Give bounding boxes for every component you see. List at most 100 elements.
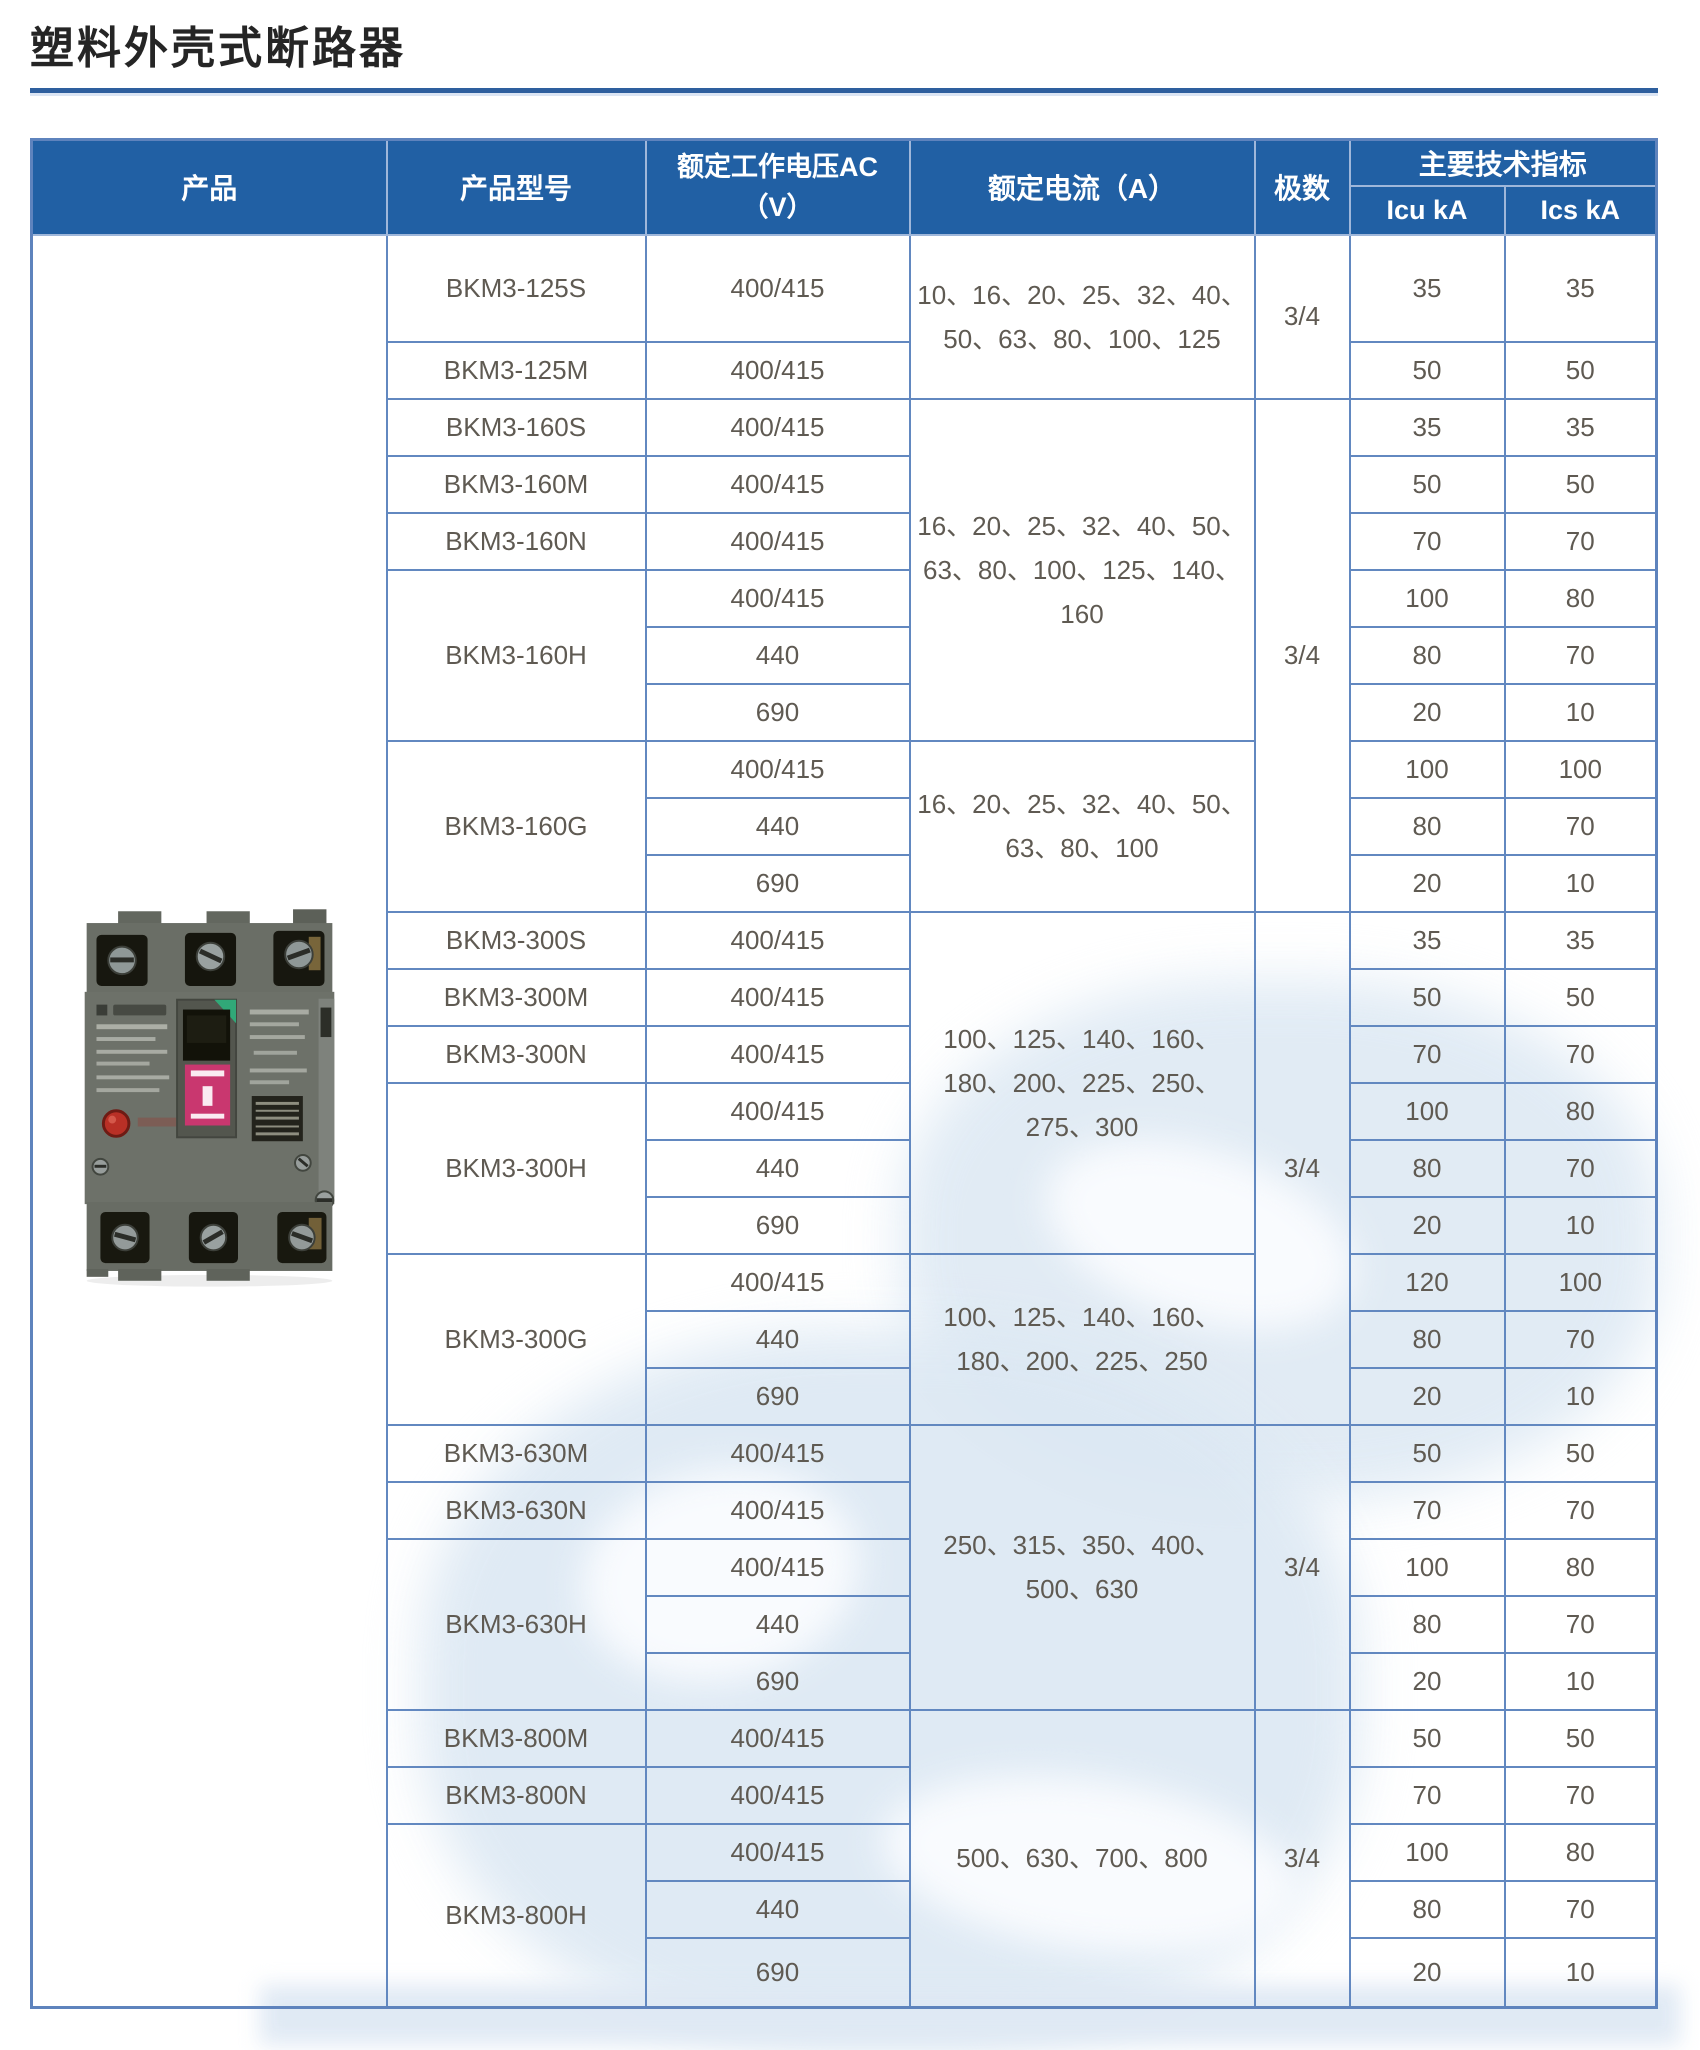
ics-cell: 50 xyxy=(1503,1708,1658,1768)
voltage-cell: 400/415 xyxy=(644,1480,911,1540)
current-cell: 16、20、25、32、40、50、63、80、100 xyxy=(908,739,1256,913)
icu-cell: 100 xyxy=(1348,1537,1506,1597)
voltage-cell: 400/415 xyxy=(644,1765,911,1825)
ics-cell: 10 xyxy=(1503,1936,1658,2009)
voltage-cell: 400/415 xyxy=(644,568,911,628)
icu-cell: 70 xyxy=(1348,1480,1506,1540)
header-current: 额定电流（A） xyxy=(908,138,1256,236)
voltage-cell: 400/415 xyxy=(644,1537,911,1597)
voltage-cell: 400/415 xyxy=(644,1081,911,1141)
current-cell: 16、20、25、32、40、50、63、80、100、125、140、160 xyxy=(908,397,1256,742)
icu-cell: 80 xyxy=(1348,1309,1506,1369)
ics-cell: 80 xyxy=(1503,1081,1658,1141)
icu-cell: 35 xyxy=(1348,233,1506,343)
icu-cell: 20 xyxy=(1348,1936,1506,2009)
ics-cell: 70 xyxy=(1503,1309,1658,1369)
voltage-cell: 440 xyxy=(644,1879,911,1939)
icu-cell: 50 xyxy=(1348,340,1506,400)
voltage-cell: 400/415 xyxy=(644,1423,911,1483)
icu-cell: 80 xyxy=(1348,625,1506,685)
model-cell: BKM3-800M xyxy=(385,1708,647,1768)
model-cell: BKM3-160N xyxy=(385,511,647,571)
voltage-cell: 440 xyxy=(644,625,911,685)
current-cell: 10、16、20、25、32、40、50、63、80、100、125 xyxy=(908,233,1256,400)
icu-cell: 50 xyxy=(1348,1708,1506,1768)
table-row: 690 20 10 xyxy=(32,682,1658,742)
icu-cell: 20 xyxy=(1348,1195,1506,1255)
voltage-cell: 400/415 xyxy=(644,1708,911,1768)
model-cell: BKM3-125M xyxy=(385,340,647,400)
voltage-cell: 440 xyxy=(644,1594,911,1654)
voltage-cell: 400/415 xyxy=(644,1822,911,1882)
table-row: 440 80 70 xyxy=(32,625,1658,685)
model-cell: BKM3-160M xyxy=(385,454,647,514)
ics-cell: 35 xyxy=(1503,233,1658,343)
ics-cell: 35 xyxy=(1503,397,1658,457)
voltage-cell: 690 xyxy=(644,682,911,742)
header-voltage-line2: （V） xyxy=(741,192,814,223)
icu-cell: 70 xyxy=(1348,511,1506,571)
current-cell: 250、315、350、400、500、630 xyxy=(908,1423,1256,1711)
icu-cell: 100 xyxy=(1348,1822,1506,1882)
table-row: 690 20 10 xyxy=(32,853,1658,913)
model-cell: BKM3-160S xyxy=(385,397,647,457)
model-cell: BKM3-800H xyxy=(385,1822,647,2009)
icu-cell: 100 xyxy=(1348,1081,1506,1141)
model-cell: BKM3-300N xyxy=(385,1024,647,1084)
model-cell: BKM3-630N xyxy=(385,1480,647,1540)
ics-cell: 70 xyxy=(1503,1879,1658,1939)
icu-cell: 100 xyxy=(1348,568,1506,628)
ics-cell: 50 xyxy=(1503,967,1658,1027)
ics-cell: 10 xyxy=(1503,682,1658,742)
ics-cell: 100 xyxy=(1503,1252,1658,1312)
voltage-cell: 440 xyxy=(644,1138,911,1198)
icu-cell: 80 xyxy=(1348,1594,1506,1654)
poles-cell: 3/4 xyxy=(1253,1708,1351,2009)
icu-cell: 80 xyxy=(1348,1879,1506,1939)
icu-cell: 120 xyxy=(1348,1252,1506,1312)
ics-cell: 70 xyxy=(1503,1024,1658,1084)
voltage-cell: 440 xyxy=(644,1309,911,1369)
spec-table: 产品 产品型号 额定工作电压AC （V） 额定电流（A） 极数 主要技术指标 I… xyxy=(30,138,1659,2009)
voltage-cell: 440 xyxy=(644,796,911,856)
voltage-cell: 690 xyxy=(644,1366,911,1426)
ics-cell: 70 xyxy=(1503,1138,1658,1198)
icu-cell: 80 xyxy=(1348,796,1506,856)
ics-cell: 70 xyxy=(1503,1765,1658,1825)
header-poles: 极数 xyxy=(1253,138,1351,236)
model-cell: BKM3-160H xyxy=(385,568,647,742)
red-indicator-button xyxy=(101,1109,131,1138)
poles-cell: 3/4 xyxy=(1253,910,1351,1426)
ics-cell: 70 xyxy=(1503,796,1658,856)
page-title: 塑料外壳式断路器 xyxy=(30,24,406,73)
voltage-cell: 690 xyxy=(644,1195,911,1255)
icu-cell: 20 xyxy=(1348,1651,1506,1711)
model-cell: BKM3-300M xyxy=(385,967,647,1027)
icu-cell: 80 xyxy=(1348,1138,1506,1198)
header-icu: Icu kA xyxy=(1348,184,1506,236)
icu-cell: 50 xyxy=(1348,1423,1506,1483)
model-cell: BKM3-125S xyxy=(385,233,647,343)
icu-cell: 70 xyxy=(1348,1765,1506,1825)
voltage-cell: 400/415 xyxy=(644,910,911,970)
table-row: BKM3-125M 400/415 50 50 xyxy=(32,340,1658,400)
title-underline xyxy=(30,88,1658,93)
ics-cell: 100 xyxy=(1503,739,1658,799)
icu-cell: 50 xyxy=(1348,454,1506,514)
model-cell: BKM3-300H xyxy=(385,1081,647,1255)
circuit-breaker-photo xyxy=(84,909,335,1287)
voltage-cell: 690 xyxy=(644,1936,911,2009)
ics-cell: 70 xyxy=(1503,625,1658,685)
voltage-cell: 400/415 xyxy=(644,739,911,799)
icu-cell: 20 xyxy=(1348,1366,1506,1426)
poles-cell: 3/4 xyxy=(1253,397,1351,913)
poles-cell: 3/4 xyxy=(1253,1423,1351,1711)
ics-cell: 35 xyxy=(1503,910,1658,970)
header-voltage-line1: 额定工作电压AC xyxy=(677,152,878,183)
voltage-cell: 400/415 xyxy=(644,397,911,457)
voltage-cell: 400/415 xyxy=(644,511,911,571)
icu-cell: 50 xyxy=(1348,967,1506,1027)
icu-cell: 35 xyxy=(1348,397,1506,457)
current-cell: 100、125、140、160、180、200、225、250、275、300 xyxy=(908,910,1256,1255)
ics-cell: 70 xyxy=(1503,1594,1658,1654)
